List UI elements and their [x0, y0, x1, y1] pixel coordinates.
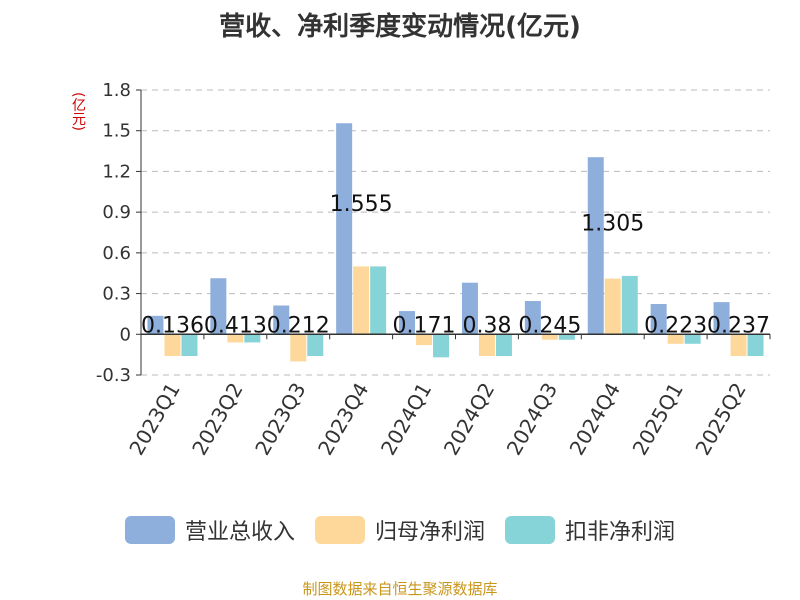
data-label: 0.212	[267, 313, 330, 338]
x-tick-label: 2024Q2	[439, 379, 499, 460]
bar-deducted-profit[interactable]	[495, 334, 512, 356]
bar-revenue[interactable]	[650, 304, 667, 335]
bar-revenue[interactable]	[210, 278, 227, 335]
y-tick-label: 1.8	[102, 80, 131, 101]
bar-deducted-profit[interactable]	[747, 334, 764, 356]
bar-revenue[interactable]	[399, 311, 416, 335]
bar-net-profit[interactable]	[667, 334, 684, 344]
bar-deducted-profit[interactable]	[621, 275, 638, 335]
y-tick-label: 0.6	[102, 243, 131, 264]
x-tick-label: 2023Q2	[187, 379, 247, 460]
legend-swatch-revenue	[124, 516, 175, 544]
legend-swatch-net-profit	[314, 516, 365, 544]
bar-revenue[interactable]	[461, 282, 478, 335]
data-label: 0.237	[707, 313, 770, 338]
data-label: 0.413	[204, 313, 267, 338]
y-tick-label: -0.3	[96, 365, 131, 386]
data-label: 0.171	[393, 313, 456, 338]
bar-net-profit[interactable]	[478, 334, 495, 356]
x-tick-label: 2023Q3	[250, 379, 310, 460]
bar-revenue[interactable]	[147, 315, 164, 335]
bar-deducted-profit[interactable]	[181, 334, 198, 356]
x-tick-label: 2024Q4	[565, 379, 625, 460]
bar-deducted-profit[interactable]	[307, 334, 324, 356]
bar-deducted-profit[interactable]	[244, 334, 261, 343]
x-tick-label: 2024Q3	[502, 379, 562, 460]
y-axis-unit: (亿元)	[70, 92, 86, 131]
bar-deducted-profit[interactable]	[684, 334, 701, 344]
bar-deducted-profit[interactable]	[370, 266, 387, 335]
legend-label-net-profit: 归母净利润	[374, 520, 485, 545]
y-tick-label: 1.2	[102, 161, 131, 182]
bar-revenue[interactable]	[587, 157, 604, 335]
bar-net-profit[interactable]	[604, 278, 621, 335]
bar-net-profit[interactable]	[730, 334, 747, 356]
chart-legend: 营业总收入 归母净利润 扣非净利润	[0, 514, 800, 546]
legend-item-net-profit[interactable]: 归母净利润	[314, 514, 485, 546]
chart-title: 营收、净利季度变动情况(亿元)	[219, 12, 581, 42]
y-tick-label: 0	[120, 324, 131, 345]
legend-label-revenue: 营业总收入	[184, 520, 295, 545]
data-label: 1.555	[330, 192, 393, 217]
bar-revenue[interactable]	[524, 301, 541, 335]
data-label: 1.305	[581, 212, 644, 237]
legend-swatch-deducted-profit	[505, 516, 555, 544]
data-label: 0.245	[518, 313, 581, 338]
bar-revenue[interactable]	[336, 123, 353, 335]
bar-net-profit[interactable]	[290, 334, 307, 362]
bar-net-profit[interactable]	[416, 334, 433, 346]
x-tick-label: 2023Q1	[124, 379, 184, 460]
bar-revenue[interactable]	[713, 302, 730, 335]
x-tick-label: 2023Q4	[313, 379, 373, 460]
y-tick-label: 0.3	[102, 284, 131, 305]
bar-deducted-profit[interactable]	[558, 334, 575, 340]
data-label: 0.223	[644, 313, 707, 338]
bar-revenue[interactable]	[273, 305, 290, 335]
legend-label-deducted-profit: 扣非净利润	[565, 520, 676, 545]
bar-net-profit[interactable]	[164, 334, 181, 356]
data-source-note: 制图数据来自恒生聚源数据库	[302, 580, 498, 598]
legend-item-revenue[interactable]: 营业总收入	[124, 514, 295, 546]
data-label: 0.38	[462, 313, 511, 338]
y-tick-label: 0.9	[102, 202, 131, 223]
bar-net-profit[interactable]	[541, 334, 558, 340]
y-tick-label: 1.5	[102, 121, 131, 142]
x-tick-label: 2025Q1	[628, 379, 688, 460]
x-tick-label: 2025Q2	[690, 379, 750, 460]
data-label: 0.136	[141, 313, 204, 338]
legend-item-deducted-profit[interactable]: 扣非净利润	[505, 514, 675, 546]
bar-net-profit[interactable]	[353, 266, 370, 335]
x-tick-label: 2024Q1	[376, 379, 436, 460]
bar-net-profit[interactable]	[227, 334, 244, 343]
bar-deducted-profit[interactable]	[433, 334, 450, 358]
